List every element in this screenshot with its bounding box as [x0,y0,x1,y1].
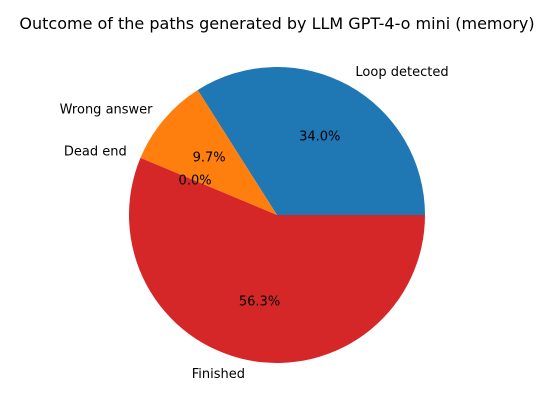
slice-label-wrong-answer: Wrong answer [60,103,154,118]
pie-slice-loop-detected [197,67,425,215]
slice-label-loop-detected: Loop detected [355,65,448,80]
chart-title: Outcome of the paths generated by LLM GP… [19,14,534,33]
slice-percent-finished: 56.3% [239,295,280,310]
pie-labels: Loop detected 34.0% Wrong answer 9.7% Dead e… [60,65,449,382]
pie-slice-finished [128,157,425,363]
slice-percent-loop-detected: 34.0% [299,130,340,145]
pie-slices [128,67,425,363]
pie-slice-wrong-answer [140,90,277,215]
slice-percent-wrong-answer: 9.7% [193,150,226,165]
slice-label-dead-end: Dead end [64,145,127,160]
slice-label-finished: Finished [192,367,245,382]
slice-percent-dead-end: 0.0% [179,173,212,188]
